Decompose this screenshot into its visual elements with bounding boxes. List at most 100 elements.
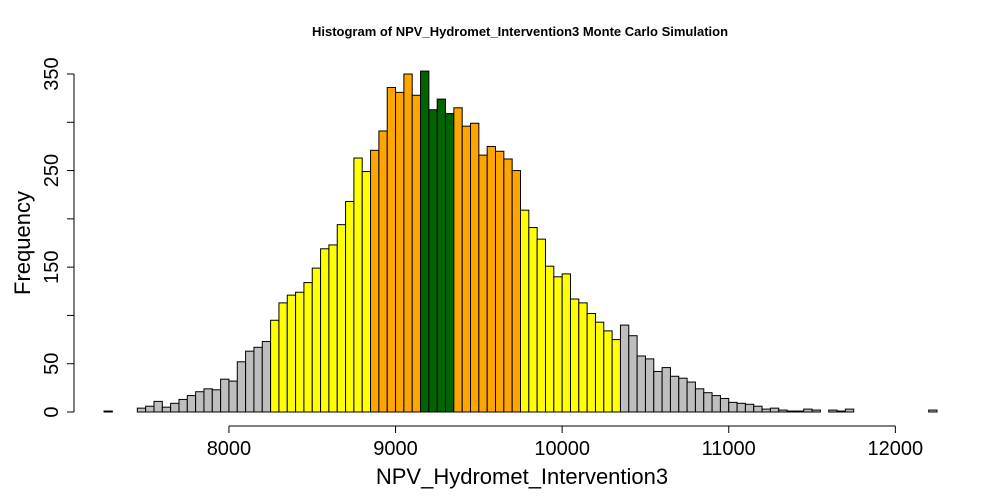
histogram-bar: [245, 350, 255, 413]
chart-title: Histogram of NPV_Hydromet_Intervention3 …: [312, 24, 728, 39]
histogram-bar: [145, 405, 155, 413]
histogram-bar: [728, 401, 738, 413]
histogram-bar: [478, 154, 488, 413]
histogram-bar: [811, 409, 821, 413]
histogram-bar: [719, 397, 730, 413]
histogram-bar: [378, 130, 388, 413]
histogram-bar: [669, 375, 680, 413]
histogram-bar: [486, 145, 497, 413]
histogram-bar: [211, 389, 222, 413]
histogram-bar: [761, 408, 771, 413]
x-tick-label: 11000: [702, 438, 756, 460]
histogram-bar: [703, 392, 713, 413]
histogram-bar: [370, 149, 380, 413]
x-tick-label: 9000: [373, 438, 418, 460]
histogram-bar: [236, 361, 247, 413]
histogram-bar: [769, 407, 780, 413]
histogram-bar: [520, 209, 530, 413]
histogram-bar: [253, 346, 263, 413]
y-tick-label: 350: [41, 57, 63, 90]
histogram-bar: [445, 113, 455, 413]
histogram-bar: [694, 388, 705, 413]
histogram-bar: [353, 157, 363, 413]
histogram-bar: [594, 321, 605, 413]
y-tick-label: 150: [41, 250, 63, 283]
histogram-bar: [403, 73, 413, 413]
histogram-bar: [636, 355, 646, 413]
histogram-bar: [220, 378, 230, 413]
histogram-bar: [753, 405, 763, 413]
y-tick-label: 0: [41, 406, 63, 417]
y-axis: 0 50 150 250 350: [41, 57, 75, 418]
histogram-bar: [611, 339, 621, 413]
histogram-bar: [495, 150, 505, 413]
histogram-bar: [328, 244, 338, 413]
histogram-bar: [803, 408, 813, 413]
histogram-bar: [270, 319, 280, 413]
histogram-bar: [644, 358, 655, 413]
histogram-bar: [736, 402, 746, 413]
histogram-bar: [928, 409, 938, 413]
histogram-bar: [345, 200, 355, 413]
histogram-bar: [686, 381, 696, 413]
histogram-bar: [678, 377, 688, 413]
histogram-bar: [569, 298, 580, 413]
histogram-bar: [628, 335, 638, 413]
histogram-bar: [170, 402, 180, 413]
histogram-bar: [320, 248, 330, 413]
histogram-bar: [786, 410, 796, 413]
y-tick-label: 250: [41, 154, 63, 187]
histogram-bar: [386, 87, 397, 413]
histogram-bar: [203, 388, 213, 413]
x-tick-label: 12000: [868, 438, 924, 460]
histogram-bar: [420, 70, 430, 413]
histogram-bar: [295, 291, 305, 413]
histogram-bar: [544, 265, 555, 413]
histogram-bar: [453, 107, 463, 413]
histogram-bar: [653, 370, 663, 413]
histogram-bar: [461, 125, 472, 413]
histogram-bar: [336, 224, 347, 413]
x-axis: 8000 9000 10000 11000 12000: [207, 425, 924, 460]
histogram-bar: [470, 122, 480, 413]
histogram-bar: [195, 391, 205, 413]
histogram-bar: [161, 406, 172, 413]
histogram-bar: [836, 410, 846, 413]
y-tick-label: 50: [41, 353, 63, 375]
histogram-bars: [103, 70, 938, 413]
histogram-bar: [286, 294, 297, 413]
histogram-bar: [794, 410, 805, 413]
histogram-bar: [261, 341, 272, 413]
histogram-bar: [395, 91, 405, 413]
histogram-bar: [561, 273, 571, 413]
histogram-bar: [228, 380, 238, 413]
x-axis-title: NPV_Hydromet_Intervention3: [376, 464, 668, 489]
histogram-bar: [436, 98, 447, 413]
histogram-bar: [586, 313, 596, 413]
histogram-bar: [778, 409, 788, 413]
histogram-bar: [153, 400, 163, 413]
histogram-bar: [744, 403, 755, 413]
histogram-bar: [603, 330, 613, 413]
histogram-bar: [303, 282, 313, 413]
histogram-bar: [103, 410, 113, 413]
y-axis-title: Frequency: [10, 191, 35, 295]
histogram-bar: [828, 409, 838, 413]
histogram-bar: [619, 324, 630, 413]
histogram-bar: [528, 227, 538, 413]
histogram-bar: [411, 94, 422, 413]
histogram-bar: [311, 267, 322, 413]
histogram-bar: [511, 170, 521, 413]
histogram-bar: [536, 238, 546, 413]
histogram-bar: [578, 302, 588, 413]
histogram-bar: [278, 302, 288, 413]
histogram-bar: [553, 276, 563, 413]
x-tick-label: 8000: [207, 438, 252, 460]
histogram-bar: [503, 158, 513, 413]
histogram-bar: [711, 395, 721, 413]
histogram-bar: [428, 109, 438, 413]
histogram-bar: [136, 407, 147, 413]
histogram-bar: [844, 408, 855, 413]
histogram-bar: [661, 367, 671, 413]
